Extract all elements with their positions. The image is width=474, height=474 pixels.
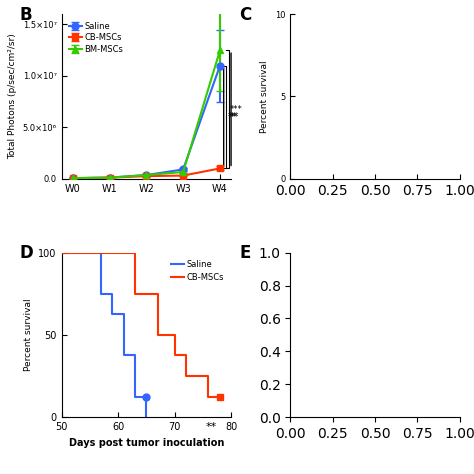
CB-MSCs xyxy=(206,394,211,400)
Line: Saline: Saline xyxy=(62,253,146,397)
Y-axis label: Total Photons (p/sec/cm²/sr): Total Photons (p/sec/cm²/sr) xyxy=(8,34,17,159)
Text: **: ** xyxy=(230,112,239,122)
CB-MSCs xyxy=(217,394,223,400)
Y-axis label: Percent survival: Percent survival xyxy=(260,60,269,133)
CB-MSCs xyxy=(155,332,161,338)
CB-MSCs xyxy=(206,373,211,379)
Legend: Saline, CB-MSCs: Saline, CB-MSCs xyxy=(168,257,227,286)
Saline xyxy=(144,394,149,400)
X-axis label: Days post tumor inoculation: Days post tumor inoculation xyxy=(69,438,224,447)
Saline xyxy=(98,250,104,255)
Text: C: C xyxy=(239,6,252,24)
CB-MSCs xyxy=(172,353,177,358)
Text: **: ** xyxy=(228,112,237,122)
CB-MSCs xyxy=(132,291,138,297)
Saline xyxy=(98,291,104,297)
Y-axis label: Percent survival: Percent survival xyxy=(24,299,33,371)
CB-MSCs xyxy=(132,250,138,255)
Text: B: B xyxy=(19,6,32,24)
Line: CB-MSCs: CB-MSCs xyxy=(62,253,220,397)
Text: **: ** xyxy=(206,422,217,432)
Saline xyxy=(109,291,115,297)
CB-MSCs xyxy=(183,373,189,379)
Saline xyxy=(132,394,138,400)
CB-MSCs xyxy=(59,250,64,255)
Saline xyxy=(121,311,127,317)
Saline xyxy=(109,311,115,317)
Saline xyxy=(59,250,64,255)
Text: ***: *** xyxy=(230,105,243,114)
Legend: Saline, CB-MSCs, BM-MSCs: Saline, CB-MSCs, BM-MSCs xyxy=(66,18,127,57)
Text: E: E xyxy=(239,245,251,263)
CB-MSCs xyxy=(183,353,189,358)
Saline xyxy=(132,353,138,358)
CB-MSCs xyxy=(172,332,177,338)
CB-MSCs xyxy=(155,291,161,297)
Saline xyxy=(121,353,127,358)
Text: D: D xyxy=(19,245,33,263)
